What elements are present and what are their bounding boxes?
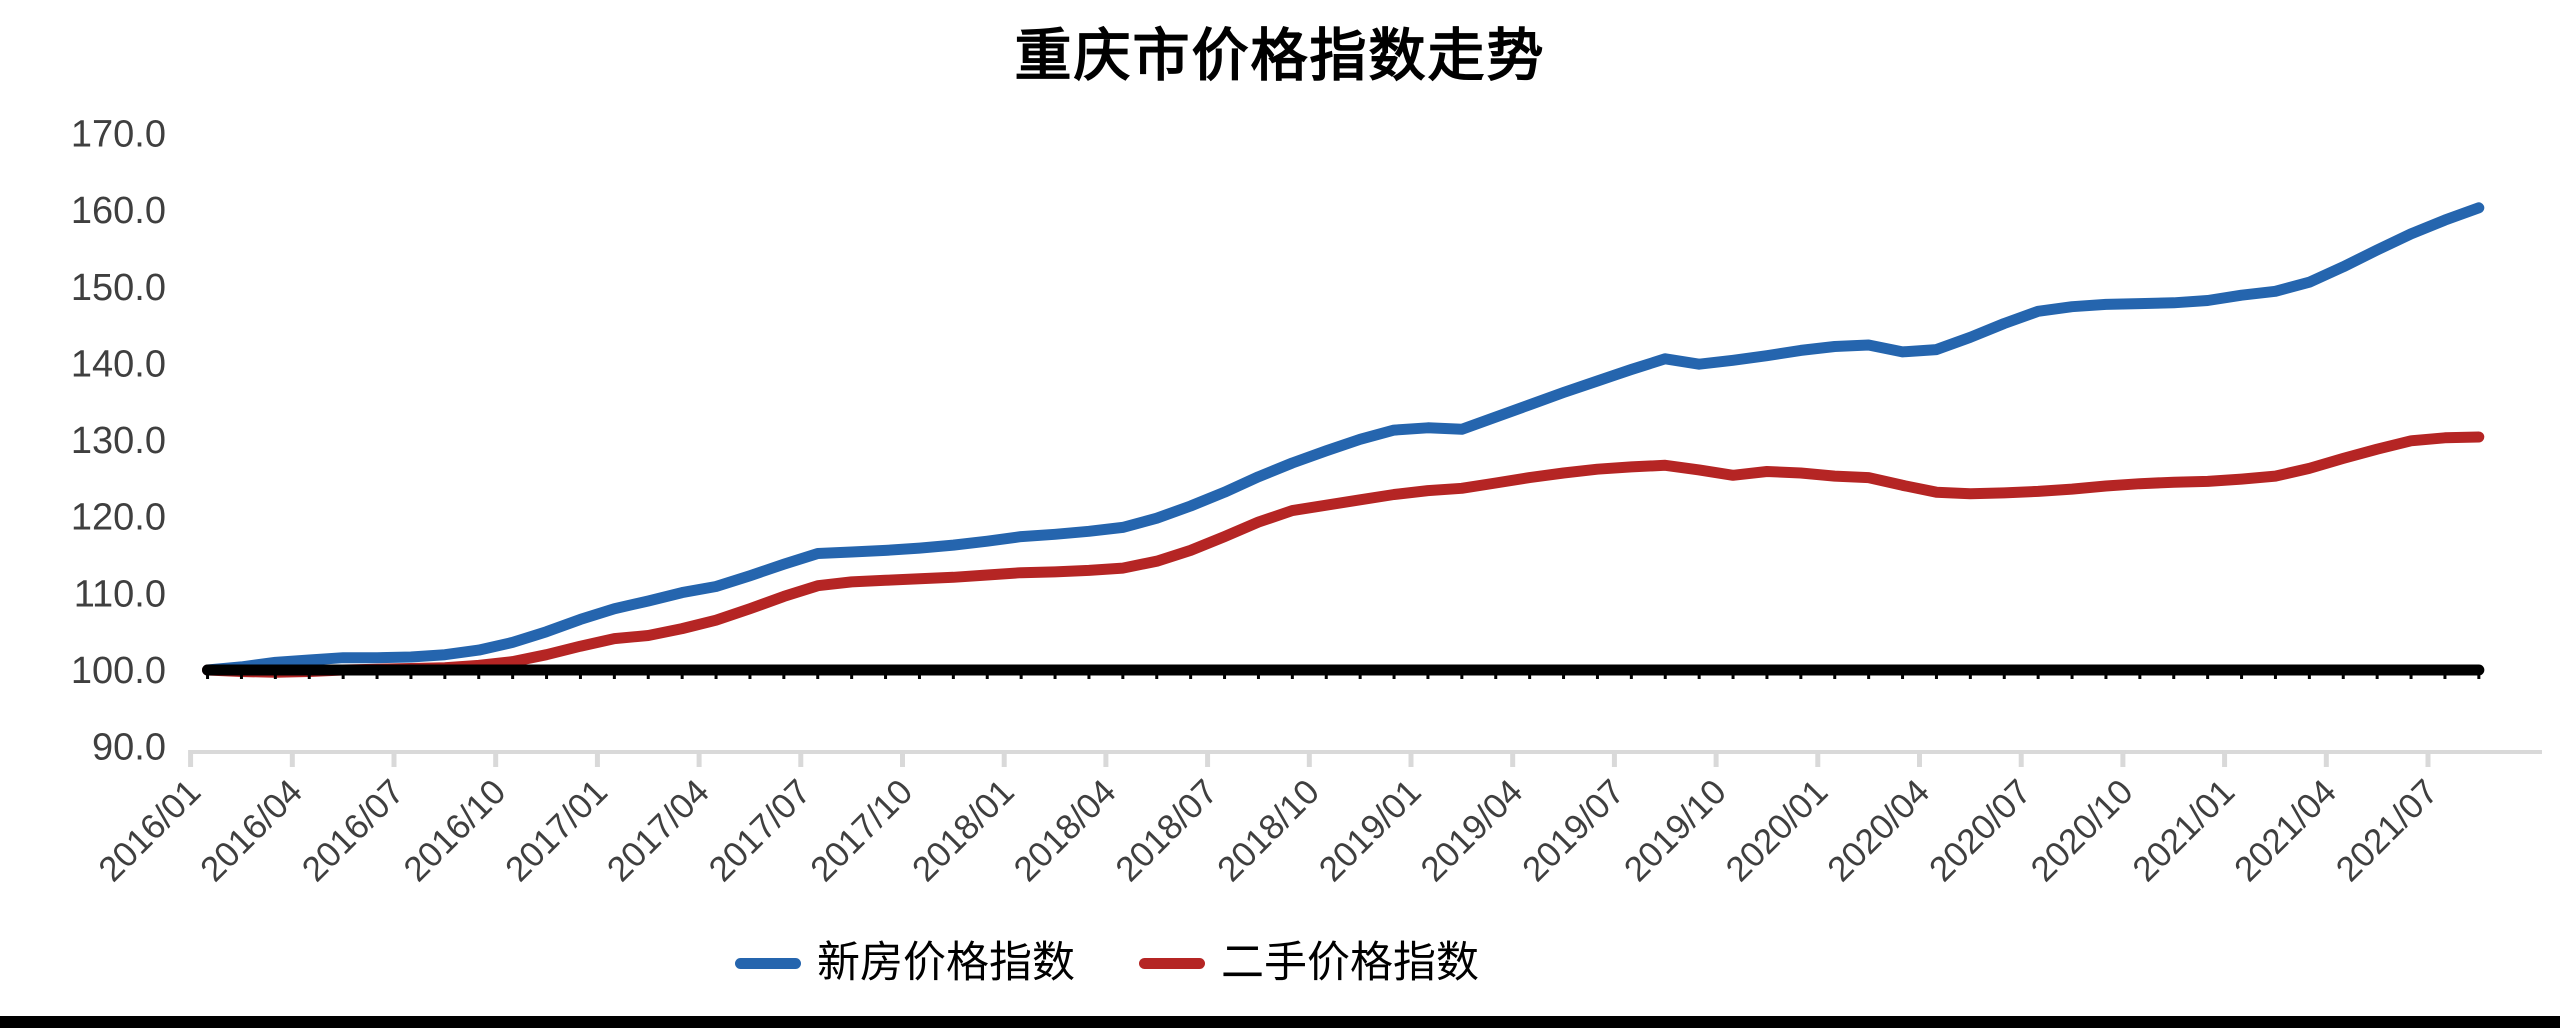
y-axis-labels: 170.0 160.0 150.0 140.0 130.0 120.0 110.0 100.0… (71, 113, 166, 768)
y-tick-label: 120.0 (71, 497, 166, 539)
x-tick-label: 2021/04 (2227, 772, 2344, 889)
legend-line-swatch-red (1139, 958, 1205, 970)
x-tick-label: 2020/01 (1718, 772, 1835, 889)
legend-item-secondhand-index: 二手价格指数 (1139, 939, 1479, 987)
baseline-100 (202, 664, 2485, 679)
bottom-bar (0, 1016, 2560, 1028)
x-tick-label: 2017/01 (498, 772, 615, 889)
x-tick-label: 2016/01 (91, 772, 208, 889)
y-tick-label: 100.0 (71, 650, 166, 692)
x-tick-label: 2020/07 (1922, 772, 2039, 889)
x-tick-label: 2018/01 (905, 772, 1022, 889)
x-axis: 2016/012016/042016/072016/102017/012017/… (91, 750, 2542, 889)
x-tick-label: 2019/01 (1312, 772, 1429, 889)
y-tick-label: 90.0 (92, 727, 166, 769)
x-tick-label: 2019/07 (1515, 772, 1632, 889)
y-tick-label: 110.0 (74, 573, 166, 615)
x-tick-label: 2017/10 (803, 772, 920, 889)
x-tick-label: 2020/10 (2024, 772, 2141, 889)
x-tick-label: 2016/07 (295, 772, 412, 889)
y-tick-label: 170.0 (71, 113, 166, 155)
y-tick-label: 140.0 (71, 343, 166, 385)
x-tick-label: 2016/04 (193, 772, 310, 889)
x-tick-label: 2017/07 (701, 772, 818, 889)
x-tick-label: 2018/07 (1108, 772, 1225, 889)
legend: 新房价格指数 二手价格指数 (0, 939, 2214, 987)
x-tick-label: 2019/04 (1413, 772, 1530, 889)
x-tick-label: 2018/10 (1210, 772, 1327, 889)
x-tick-label: 2018/04 (1007, 772, 1124, 889)
x-tick-label: 2019/10 (1617, 772, 1734, 889)
legend-line-swatch-blue (735, 958, 801, 970)
x-tick-label: 2020/04 (1820, 772, 1937, 889)
series-line-0 (202, 202, 2485, 676)
legend-label-new-home-index: 新房价格指数 (817, 939, 1075, 987)
x-tick-label: 2017/04 (600, 772, 717, 889)
y-tick-label: 130.0 (71, 420, 166, 462)
y-tick-label: 160.0 (71, 190, 166, 232)
series-line-1 (202, 431, 2485, 678)
legend-label-secondhand-index: 二手价格指数 (1221, 939, 1479, 987)
chart-title: 重庆市价格指数走势 (1014, 24, 1546, 88)
x-tick-label: 2021/01 (2125, 772, 2242, 889)
legend-item-new-home-index: 新房价格指数 (735, 939, 1075, 987)
x-tick-label: 2021/07 (2329, 772, 2446, 889)
x-tick-label: 2016/10 (396, 772, 513, 889)
y-tick-label: 150.0 (71, 267, 166, 309)
